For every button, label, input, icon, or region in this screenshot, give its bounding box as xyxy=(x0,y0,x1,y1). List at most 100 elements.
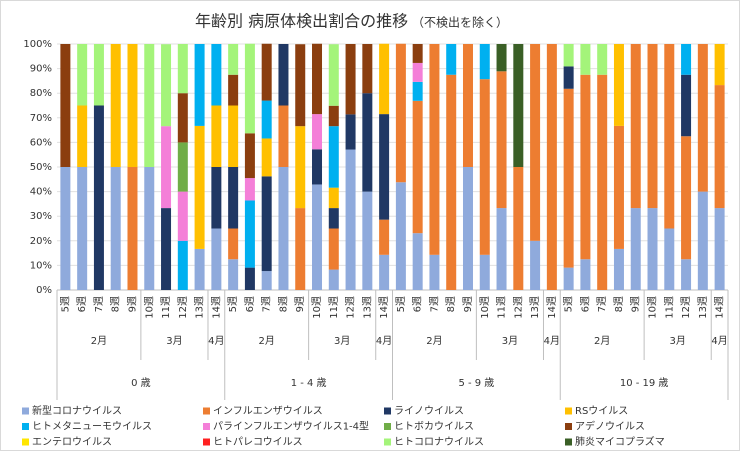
month-label: 3月 xyxy=(166,335,182,347)
x-tick-label: 14週 xyxy=(378,296,390,319)
bar-segment xyxy=(580,44,591,75)
legend-swatch xyxy=(22,438,29,446)
bar-segment xyxy=(110,44,121,167)
bar-segment xyxy=(345,114,356,150)
bar-segment xyxy=(613,248,624,290)
bar-segment xyxy=(379,114,390,220)
bar-segment xyxy=(110,167,121,290)
bar-segment xyxy=(127,44,138,167)
x-tick-label: 9週 xyxy=(462,296,474,312)
x-tick-label: 10週 xyxy=(311,296,323,319)
bar-segment xyxy=(177,142,188,192)
x-tick-label: 9週 xyxy=(630,296,642,312)
month-label: 2月 xyxy=(91,335,107,347)
x-tick-label: 5週 xyxy=(395,296,407,312)
chart-subtitle: （不検出を除く） xyxy=(412,15,508,30)
bar-segment xyxy=(395,43,406,183)
bar-segment xyxy=(681,74,692,137)
x-tick-label: 7週 xyxy=(93,296,105,312)
bar-segment xyxy=(261,100,272,139)
x-tick-label: 14週 xyxy=(546,296,558,319)
bar-segment xyxy=(194,44,205,126)
bar-segment xyxy=(161,126,172,209)
bar-segment xyxy=(328,208,339,229)
x-tick-label: 11週 xyxy=(663,296,675,319)
bar-segment xyxy=(244,43,255,134)
legend-swatch xyxy=(22,423,29,430)
bar-segment xyxy=(295,208,306,290)
legend-swatch xyxy=(565,423,572,430)
bar-segment xyxy=(228,259,239,290)
bar-segment xyxy=(681,259,692,290)
y-tick-label: 30% xyxy=(30,211,52,222)
x-tick-label: 11週 xyxy=(496,296,508,319)
bar-segment xyxy=(412,100,423,234)
x-tick-label: 14週 xyxy=(714,296,726,319)
bar-segment xyxy=(177,240,188,290)
bar-segment xyxy=(479,79,490,255)
y-tick-label: 0% xyxy=(36,285,52,296)
bar-segment xyxy=(379,219,390,255)
bar-segment xyxy=(312,184,323,290)
bar-segment xyxy=(462,167,473,290)
bar-segment xyxy=(328,105,339,127)
x-tick-label: 8週 xyxy=(613,296,625,312)
month-label: 4月 xyxy=(208,335,224,347)
legend-label: ヒトボカウイルス xyxy=(394,421,474,433)
x-tick-label: 11週 xyxy=(160,296,172,319)
legend-label: 新型コロナウイルス xyxy=(32,404,122,417)
bar-segment xyxy=(244,200,255,268)
legend-swatch xyxy=(384,407,391,415)
legend-swatch xyxy=(203,438,210,446)
bar-segment xyxy=(278,167,289,290)
bar-segment xyxy=(563,267,574,290)
bar-segment xyxy=(312,43,323,115)
group-label: 5 - 9 歳 xyxy=(458,377,494,389)
y-tick-label: 100% xyxy=(23,39,52,50)
bar-segment xyxy=(563,88,574,268)
bar-segment xyxy=(412,62,423,82)
bar-segment xyxy=(647,208,658,290)
x-tick-label: 11週 xyxy=(328,296,340,319)
y-tick-label: 50% xyxy=(30,162,52,173)
legend-swatch xyxy=(565,438,572,446)
legend-swatch xyxy=(22,407,29,415)
bar-segment xyxy=(177,44,188,94)
month-label: 3月 xyxy=(669,335,685,347)
bar-segment xyxy=(412,44,423,63)
bar-segment xyxy=(496,44,507,72)
x-tick-label: 9週 xyxy=(294,296,306,312)
bar-segment xyxy=(312,114,323,150)
bar-segment xyxy=(60,167,71,290)
y-tick-label: 70% xyxy=(30,113,52,124)
bar-segment xyxy=(580,74,591,260)
bar-segment xyxy=(345,149,356,290)
bar-segment xyxy=(496,208,507,290)
bar-segment xyxy=(462,44,473,167)
bar-segment xyxy=(328,187,339,209)
x-tick-label: 5週 xyxy=(563,296,575,312)
x-tick-label: 8週 xyxy=(445,296,457,312)
bar-segment xyxy=(429,44,440,255)
bar-segment xyxy=(161,208,172,290)
x-tick-label: 12週 xyxy=(680,296,692,319)
bar-segment xyxy=(194,248,205,290)
bar-segment xyxy=(530,44,541,241)
bar-segment xyxy=(93,105,104,290)
legend-label: ヒトパレコウイルス xyxy=(213,436,303,448)
bar-segment xyxy=(664,44,675,229)
x-tick-label: 6週 xyxy=(76,296,88,312)
legend-label: 肺炎マイコプラズマ xyxy=(575,435,665,448)
bar-segment xyxy=(513,167,524,290)
bar-segment xyxy=(429,254,440,290)
x-tick-label: 6週 xyxy=(579,296,591,312)
x-tick-label: 8週 xyxy=(277,296,289,312)
x-tick-label: 7週 xyxy=(261,296,273,312)
bar-segment xyxy=(194,125,205,249)
bar-segment xyxy=(345,44,356,115)
legend-label: RSウイルス xyxy=(575,405,628,417)
bar-segment xyxy=(244,178,255,201)
bar-segment xyxy=(144,44,155,167)
bar-segment xyxy=(60,44,71,167)
